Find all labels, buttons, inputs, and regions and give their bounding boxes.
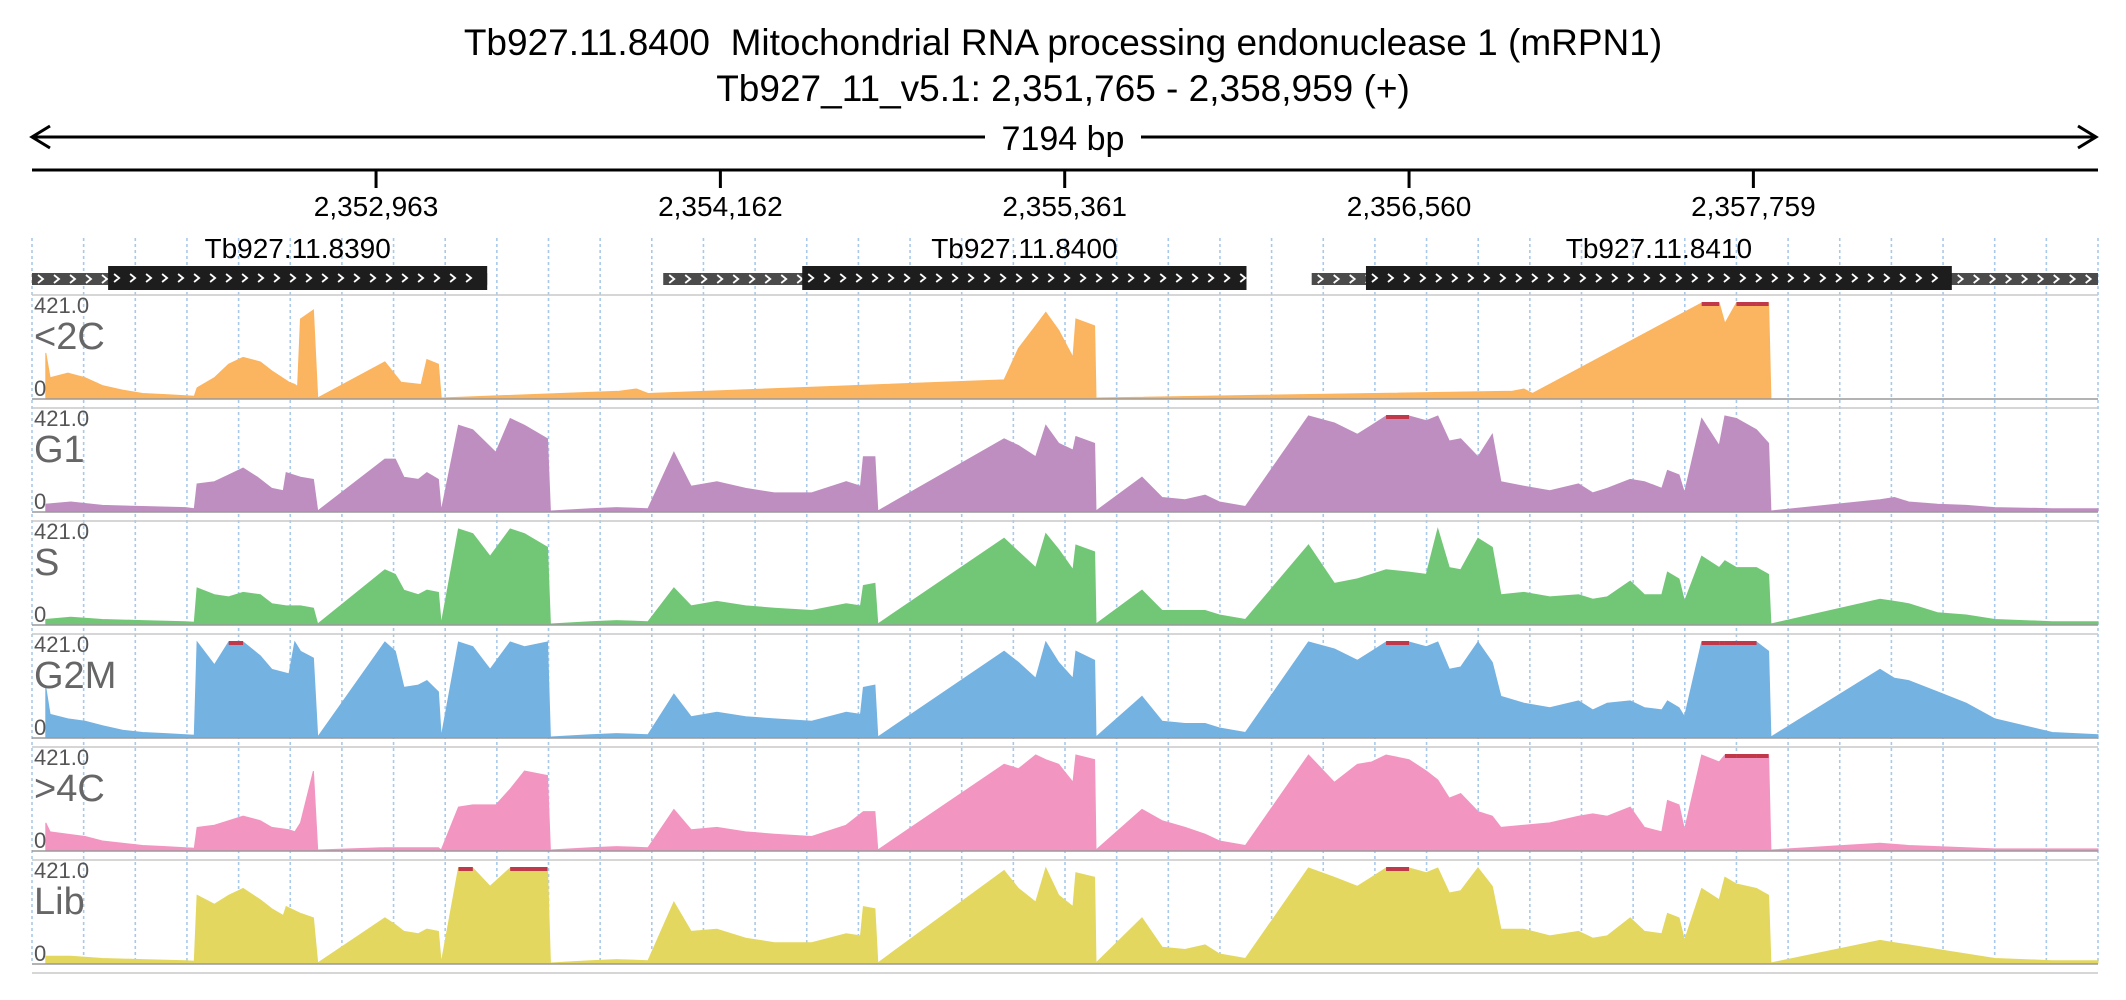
clip-marker xyxy=(1724,754,1737,758)
chart-header: Tb927.11.8400 Mitochondrial RNA processi… xyxy=(0,20,2126,112)
track-ymin-label: 0 xyxy=(34,376,46,401)
locus-label: Tb927_11_v5.1: 2,351,765 - 2,358,959 (+) xyxy=(716,68,1410,109)
clip-marker xyxy=(1736,641,1757,645)
gene-strand-arrows xyxy=(113,273,473,283)
track-ymax-label: 421.0 xyxy=(34,745,89,770)
gene-body xyxy=(108,266,488,290)
coordinate-ticks: 2,352,963 2,354,162 2,355,361 2,356,560 2,35… xyxy=(314,170,1816,222)
track-ymax-label: 421.0 xyxy=(34,406,89,431)
gene-strand-arrows xyxy=(1371,273,1939,283)
gene-label: Tb927.11.8400 xyxy=(931,233,1117,264)
gene-label: Tb927.11.8410 xyxy=(1566,233,1752,264)
clip-marker xyxy=(524,867,548,871)
track-name-label: G1 xyxy=(34,429,85,471)
clip-marker xyxy=(1719,641,1725,645)
axis-tick-label: 2,352,963 xyxy=(314,191,439,222)
axis-tick-label: 2,356,560 xyxy=(1347,191,1472,222)
clip-marker xyxy=(458,867,473,871)
span-label-bg xyxy=(985,120,1141,154)
span-arrow-left xyxy=(29,124,51,150)
clip-marker xyxy=(1386,641,1410,645)
axis-tick-label: 2,355,361 xyxy=(1002,191,1127,222)
axis-tick-label: 2,357,759 xyxy=(1691,191,1816,222)
gene-body xyxy=(1365,266,1952,290)
track-ymin-label: 0 xyxy=(34,489,46,514)
coverage-area xyxy=(45,754,2099,852)
track-ymin-label: 0 xyxy=(34,715,46,740)
track-ymax-label: 421.0 xyxy=(34,858,89,883)
gene-title: Tb927.11.8400 Mitochondrial RNA processi… xyxy=(463,22,1663,63)
track-name-label: Lib xyxy=(34,881,85,923)
clip-marker xyxy=(1736,754,1757,758)
track-ymax-label: 421.0 xyxy=(34,293,89,318)
track-name-label: <2C xyxy=(34,316,105,358)
clip-marker xyxy=(1701,302,1720,306)
coverage-area xyxy=(45,415,2099,512)
coverage-area xyxy=(45,527,2099,625)
span-arrow-right xyxy=(2077,124,2099,150)
clip-marker xyxy=(228,641,244,645)
clip-marker xyxy=(1736,302,1757,306)
coverage-area xyxy=(45,640,2099,739)
span-label: 7194 bp xyxy=(1002,120,1125,158)
track-ymin-label: 0 xyxy=(34,602,46,627)
track-ymin-label: 0 xyxy=(34,828,46,853)
gene-label: Tb927.11.8390 xyxy=(204,233,390,264)
gene-strand-arrows xyxy=(807,273,1247,283)
axis-tick-label: 2,354,162 xyxy=(658,191,783,222)
span-ruler: 7194 bp xyxy=(29,120,2099,158)
clip-marker xyxy=(510,867,525,871)
track-name-label: >4C xyxy=(34,768,105,810)
clip-marker xyxy=(1756,754,1769,758)
coverage-area xyxy=(45,302,1772,399)
track-ymax-label: 421.0 xyxy=(34,632,89,657)
gene-track: Tb927.11.8390 Tb927.11.8400 Tb927.11.8410 xyxy=(32,233,2098,290)
track-name-label: G2M xyxy=(34,655,116,697)
coverage-area xyxy=(45,866,2099,965)
clip-marker xyxy=(1701,641,1720,645)
track-ymax-label: 421.0 xyxy=(34,519,89,544)
clip-marker xyxy=(1386,867,1410,871)
track-ymin-label: 0 xyxy=(34,941,46,966)
clip-marker xyxy=(1724,641,1737,645)
clip-marker xyxy=(1386,415,1410,419)
track-name-label: S xyxy=(34,542,59,584)
clip-marker xyxy=(1756,302,1769,306)
coverage-tracks: 421.00<2C421.00G1421.00S421.00G2M421.00>… xyxy=(32,293,2099,974)
